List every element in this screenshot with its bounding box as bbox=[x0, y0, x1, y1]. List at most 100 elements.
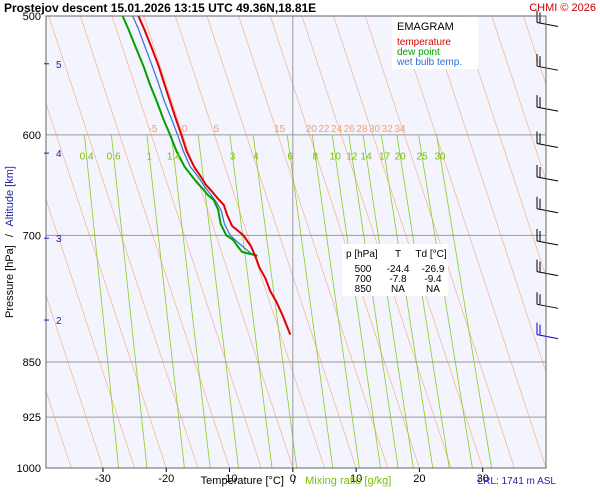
altitude-tick-label: 3 bbox=[56, 234, 62, 245]
altitude-tick-label: 2 bbox=[56, 316, 62, 327]
x-tick-label: 10 bbox=[350, 473, 362, 485]
copyright-link[interactable]: CHMI © 2026 bbox=[529, 2, 596, 14]
mixing-ratio-line bbox=[418, 134, 473, 468]
isotherm-label: 20 bbox=[306, 124, 318, 135]
plot-frame bbox=[45, 15, 547, 469]
isotherm-line bbox=[364, 16, 515, 468]
pressure-tick-label: 1000 bbox=[17, 463, 41, 475]
mixing-ratio-line bbox=[110, 134, 148, 468]
mixing-ratio-line bbox=[84, 134, 119, 468]
isotherm-line bbox=[80, 16, 230, 468]
isotherm-label: -5 bbox=[149, 124, 158, 135]
table-row-t: -24.4 bbox=[387, 264, 410, 275]
altitude-tick-label: 4 bbox=[56, 149, 62, 160]
table-row-t: NA bbox=[391, 284, 405, 295]
wind-barb bbox=[536, 95, 559, 112]
table-row-p: 850 bbox=[355, 284, 372, 295]
mixing-ratio-label: 30 bbox=[434, 151, 446, 162]
altitude-tick-label: 5 bbox=[56, 60, 62, 71]
mixing-ratio-line bbox=[311, 134, 360, 468]
isotherm-line bbox=[48, 16, 199, 468]
mixing-ratio-label: 3 bbox=[230, 151, 236, 162]
series-line-temperature bbox=[137, 16, 292, 335]
isotherm-line bbox=[46, 198, 135, 468]
isotherm-line bbox=[555, 16, 600, 468]
mixing-ratio-label: 25 bbox=[416, 151, 428, 162]
x-tick-label: -30 bbox=[95, 473, 111, 485]
mixing-ratio-label: 10 bbox=[330, 151, 342, 162]
mixing-ratio-label: 20 bbox=[395, 151, 407, 162]
wind-barb bbox=[536, 196, 559, 214]
wind-barb bbox=[536, 292, 559, 309]
mixing-ratio-line bbox=[396, 134, 450, 468]
isotherm-labels: -5 0 5 15 20 22 24 26 28 30 32 34 bbox=[149, 124, 406, 135]
mixing-ratio-label: 4 bbox=[253, 151, 259, 162]
isotherm-label: 32 bbox=[382, 124, 394, 135]
isotherm-line bbox=[143, 16, 294, 468]
isotherm-line bbox=[238, 16, 389, 468]
y-axis-label-sep: / bbox=[4, 233, 16, 237]
mixing-ratio-label: 17 bbox=[379, 151, 391, 162]
wind-barb bbox=[536, 228, 559, 246]
isotherm-line bbox=[206, 16, 357, 468]
pressure-tick-label: 925 bbox=[23, 412, 41, 424]
table-row-p: 500 bbox=[355, 264, 372, 275]
isotherm-line bbox=[459, 16, 546, 278]
mixing-ratio-label: 12 bbox=[346, 151, 358, 162]
y-axis-label: Pressure [hPa] / Altitude [km] bbox=[4, 166, 16, 318]
isotherm-label: 15 bbox=[274, 124, 286, 135]
mixing-ratio-line bbox=[252, 134, 298, 468]
wind-barb bbox=[536, 54, 559, 71]
profile-series bbox=[121, 16, 292, 335]
table-row-t: -7.8 bbox=[389, 274, 407, 285]
isotherm-label: 5 bbox=[214, 124, 220, 135]
legend-dew-point: dew point bbox=[397, 47, 440, 58]
mixing-ratio-line bbox=[229, 134, 273, 468]
x-tick-label: 30 bbox=[477, 473, 489, 485]
isotherm-line bbox=[174, 16, 325, 468]
chart-title: Prostejov descent 15.01.2026 13:15 UTC 4… bbox=[4, 1, 316, 15]
legend-title: EMAGRAM bbox=[397, 21, 454, 33]
series-line-wet-bulb-temp- bbox=[132, 16, 254, 257]
table-row-td: NA bbox=[426, 284, 440, 295]
isotherm-line bbox=[587, 16, 600, 468]
isotherm-label: 28 bbox=[356, 124, 368, 135]
isotherm-label: 30 bbox=[369, 124, 381, 135]
legend: EMAGRAM temperature dew point wet bulb t… bbox=[392, 17, 478, 69]
mixing-ratio-line bbox=[348, 134, 399, 468]
mixing-ratio-line bbox=[146, 134, 185, 468]
x-tick-label: 20 bbox=[413, 473, 425, 485]
wind-barb bbox=[536, 322, 559, 340]
pressure-tick-label: 700 bbox=[23, 230, 41, 242]
pressure-tick-label: 850 bbox=[23, 357, 41, 369]
isotherm-label: 0 bbox=[182, 124, 188, 135]
mixing-ratio-lines bbox=[84, 134, 493, 468]
x-axis-label-sep: / bbox=[293, 475, 297, 487]
wind-barb bbox=[536, 164, 559, 182]
x-axis-label: Temperature [°C] / Mixing ratio [g/kg] bbox=[201, 475, 392, 487]
legend-wet-bulb: wet bulb temp. bbox=[396, 57, 462, 68]
x-tick-label: -20 bbox=[158, 473, 174, 485]
series-line-dew-point bbox=[121, 16, 258, 257]
mixing-ratio-label: 1.4 bbox=[167, 151, 181, 162]
y-axis-label-altitude: Altitude [km] bbox=[4, 166, 16, 227]
isotherm-line bbox=[428, 16, 546, 374]
mixing-ratio-line bbox=[362, 134, 414, 468]
table-header-p: p [hPa] bbox=[346, 249, 378, 260]
isotherm-line bbox=[269, 16, 420, 468]
mixing-ratio-label: 1 bbox=[146, 151, 152, 162]
x-tick-label: 0 bbox=[290, 473, 296, 485]
mixing-ratio-line bbox=[436, 134, 493, 468]
wind-barbs bbox=[536, 10, 559, 340]
table-header-t: T bbox=[395, 249, 401, 260]
isotherm-label: 26 bbox=[344, 124, 356, 135]
pressure-tick-label: 600 bbox=[23, 130, 41, 142]
mixing-ratio-label: 0.6 bbox=[107, 151, 121, 162]
isotherm-line bbox=[491, 16, 546, 182]
plot-background bbox=[46, 16, 546, 468]
mixing-ratio-line bbox=[170, 134, 211, 468]
isotherm-line bbox=[46, 102, 167, 468]
legend-temperature: temperature bbox=[397, 37, 451, 48]
